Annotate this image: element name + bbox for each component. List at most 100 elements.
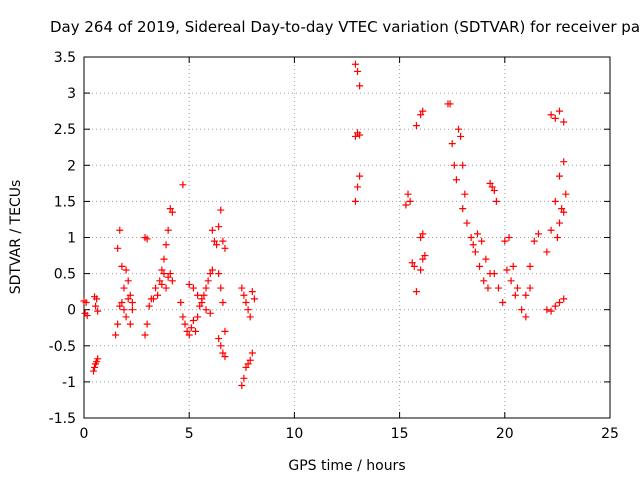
data-point bbox=[126, 291, 134, 299]
data-point bbox=[406, 197, 414, 205]
data-point bbox=[511, 291, 519, 299]
data-point bbox=[410, 262, 418, 270]
data-point bbox=[82, 298, 90, 306]
y-axis-label: SDTVAR / TECUs bbox=[8, 180, 24, 295]
data-point bbox=[244, 306, 252, 314]
data-point bbox=[143, 235, 151, 243]
data-point bbox=[198, 298, 206, 306]
data-point bbox=[114, 244, 122, 252]
data-point bbox=[446, 100, 454, 108]
y-tick-label: 3.5 bbox=[54, 50, 76, 66]
data-point bbox=[94, 307, 102, 315]
data-point bbox=[219, 349, 227, 357]
data-point bbox=[450, 161, 458, 169]
data-point bbox=[208, 266, 216, 274]
data-point bbox=[194, 313, 202, 321]
data-point bbox=[124, 277, 132, 285]
data-point bbox=[179, 313, 187, 321]
data-point bbox=[112, 331, 120, 339]
data-point bbox=[152, 284, 160, 292]
data-point bbox=[116, 226, 124, 234]
data-point bbox=[242, 363, 250, 371]
data-point bbox=[143, 320, 151, 328]
x-tick-label: 25 bbox=[601, 426, 619, 442]
data-point bbox=[162, 284, 170, 292]
data-point bbox=[551, 302, 559, 310]
data-point bbox=[83, 311, 91, 319]
data-point bbox=[526, 262, 534, 270]
data-point bbox=[522, 313, 530, 321]
data-point bbox=[217, 342, 225, 350]
data-point bbox=[507, 277, 515, 285]
data-point bbox=[556, 107, 564, 115]
data-point bbox=[248, 288, 256, 296]
data-point bbox=[185, 331, 193, 339]
data-point bbox=[560, 295, 568, 303]
data-point bbox=[91, 363, 99, 371]
data-point bbox=[488, 183, 496, 191]
data-point bbox=[164, 273, 172, 281]
data-point bbox=[160, 270, 168, 278]
data-point bbox=[196, 302, 204, 310]
data-point bbox=[128, 298, 136, 306]
data-point bbox=[187, 324, 195, 332]
data-point bbox=[351, 132, 359, 140]
data-point bbox=[116, 302, 124, 310]
data-point bbox=[221, 244, 229, 252]
data-point bbox=[547, 307, 555, 315]
y-tick-label: 0.5 bbox=[54, 267, 76, 283]
data-point bbox=[208, 226, 216, 234]
data-point bbox=[351, 60, 359, 68]
x-tick-label: 20 bbox=[496, 426, 514, 442]
data-point bbox=[505, 234, 513, 241]
data-point bbox=[459, 161, 467, 169]
data-point bbox=[459, 205, 467, 213]
data-point bbox=[215, 223, 223, 231]
data-point bbox=[547, 226, 555, 234]
data-point bbox=[160, 255, 168, 263]
y-tick-label: -1.5 bbox=[49, 411, 76, 427]
data-point bbox=[457, 132, 465, 140]
x-tick-label: 15 bbox=[391, 426, 409, 442]
data-point bbox=[543, 306, 551, 314]
data-point bbox=[553, 234, 561, 241]
data-point bbox=[494, 284, 502, 292]
data-point bbox=[463, 219, 471, 227]
data-point bbox=[408, 259, 416, 267]
data-point bbox=[534, 230, 542, 238]
data-point bbox=[478, 237, 486, 245]
y-tick-label: 2.5 bbox=[54, 122, 76, 138]
data-point bbox=[402, 201, 410, 209]
data-point bbox=[158, 266, 166, 274]
data-point bbox=[513, 284, 521, 292]
data-point bbox=[492, 197, 500, 205]
data-point bbox=[149, 295, 157, 303]
data-point bbox=[560, 208, 568, 216]
x-tick-label: 10 bbox=[285, 426, 303, 442]
data-point bbox=[202, 284, 210, 292]
data-point bbox=[412, 288, 420, 296]
data-point bbox=[461, 190, 469, 198]
data-point bbox=[417, 234, 425, 241]
data-point bbox=[404, 190, 412, 198]
data-point bbox=[185, 280, 193, 288]
data-point bbox=[556, 172, 564, 180]
data-point bbox=[417, 111, 425, 119]
data-point bbox=[114, 320, 122, 328]
data-point bbox=[92, 302, 100, 310]
data-point bbox=[499, 298, 507, 306]
data-point bbox=[469, 241, 477, 249]
data-point bbox=[217, 206, 225, 214]
data-point bbox=[204, 277, 212, 285]
data-point bbox=[206, 309, 214, 317]
data-point bbox=[419, 230, 427, 238]
data-point bbox=[246, 313, 254, 321]
data-point bbox=[238, 382, 246, 390]
data-point bbox=[177, 298, 185, 306]
x-axis-label: GPS time / hours bbox=[288, 458, 405, 474]
data-point bbox=[166, 205, 174, 213]
data-point bbox=[128, 306, 136, 314]
data-point bbox=[551, 197, 559, 205]
data-point bbox=[518, 306, 526, 314]
